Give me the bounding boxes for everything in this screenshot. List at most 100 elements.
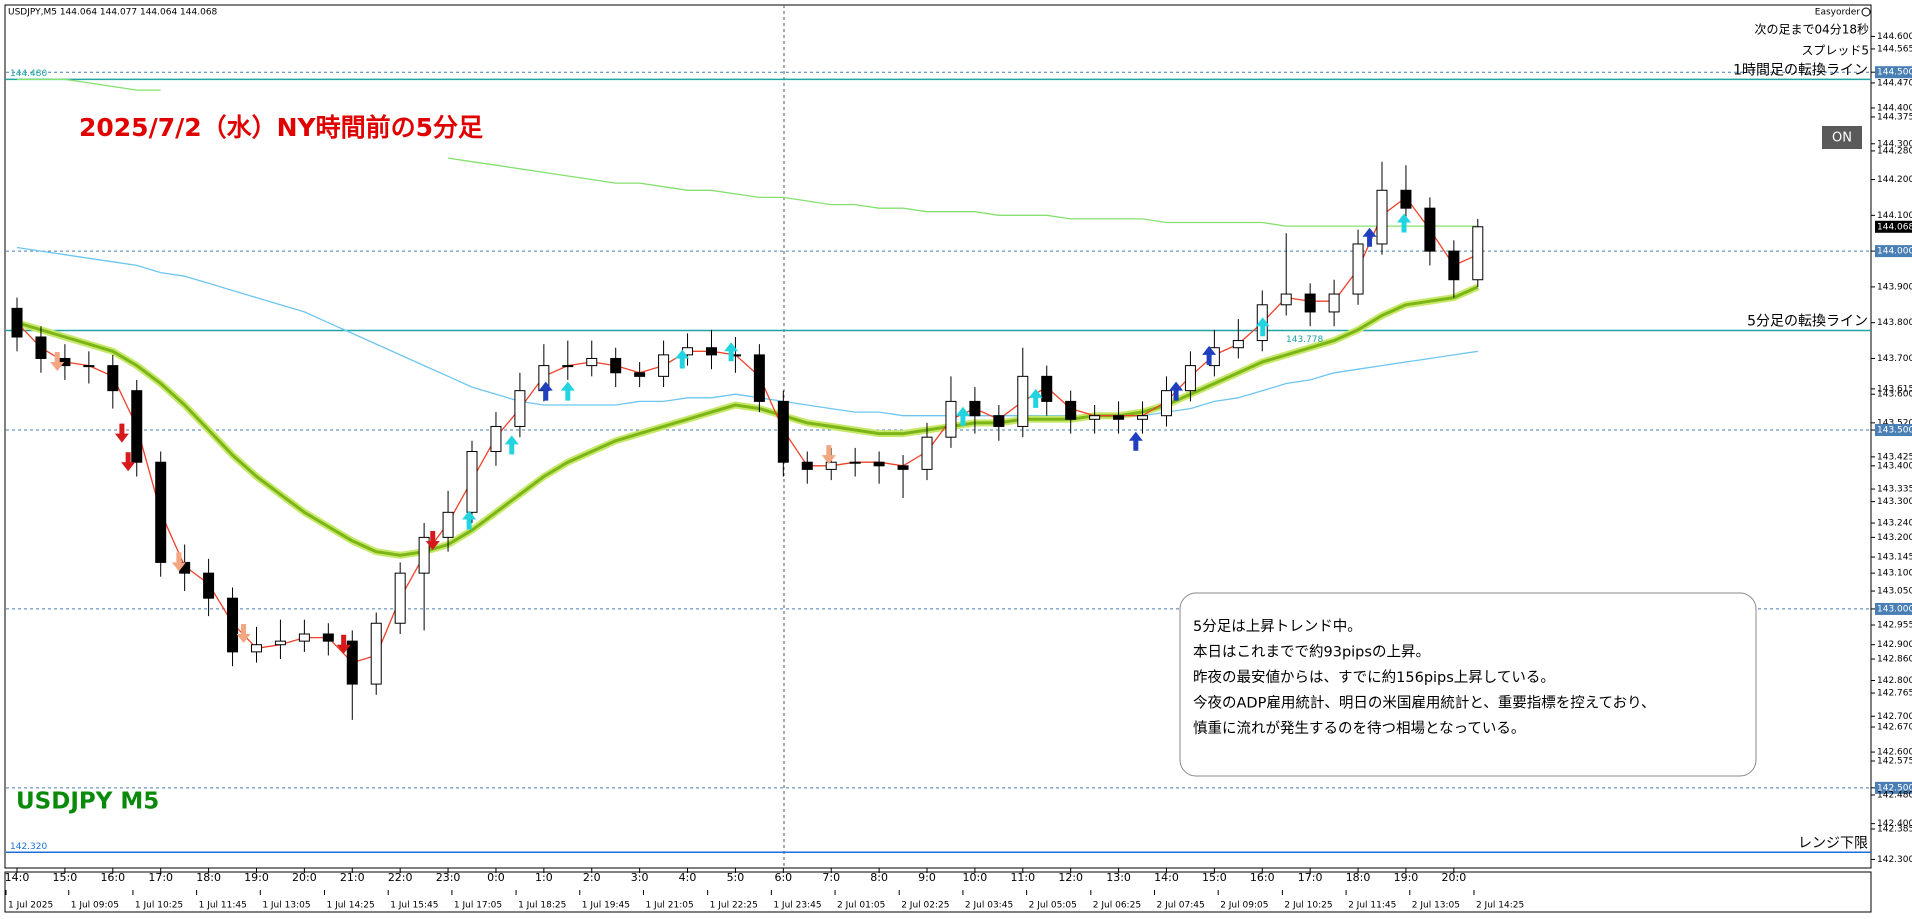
spread: スプレッド5 xyxy=(1801,44,1869,58)
annotation-line: 今夜のADP雇用統計、明日の米国雇用統計と、重要指標を控えており、 xyxy=(1193,695,1656,712)
signal-arrow xyxy=(955,406,970,426)
level-name: 1時間足の転換ライン xyxy=(1733,62,1868,78)
signal-arrow xyxy=(1397,213,1412,233)
x-tick-label: 4:0 xyxy=(679,871,697,884)
x-tick-label: 15:0 xyxy=(53,871,78,884)
candle-body xyxy=(1352,243,1364,295)
y-tick-label: 144.200 xyxy=(1877,175,1912,185)
ea-icon xyxy=(1861,7,1871,17)
x-tick-label: 0:0 xyxy=(487,871,505,884)
y-tick-label: 142.575 xyxy=(1877,757,1912,767)
signal-arrow xyxy=(1128,431,1143,451)
candle-body xyxy=(921,436,933,470)
candle-body xyxy=(1137,415,1149,420)
time-axis-frame xyxy=(4,871,1872,913)
x-tick-secondary-label: 1 Jul 21:05 xyxy=(645,901,693,911)
x-tick-secondary-label: 2 Jul 11:45 xyxy=(1348,901,1396,911)
candle-body xyxy=(849,461,861,464)
x-tick-secondary-label: 2 Jul 03:45 xyxy=(965,901,1013,911)
current-price-label: 144.068 xyxy=(1877,222,1912,232)
y-tick-label: 143.500 xyxy=(1877,426,1912,436)
x-tick-label: 17:0 xyxy=(1298,871,1323,884)
x-tick-label: 14:0 xyxy=(1154,871,1179,884)
x-tick-secondary-label: 2 Jul 07:45 xyxy=(1157,901,1205,911)
level-value-label: 144.480 xyxy=(10,69,47,79)
x-tick-secondary-label: 2 Jul 14:25 xyxy=(1476,901,1524,911)
signal-arrow xyxy=(425,530,440,550)
signal-arrow xyxy=(1362,227,1377,247)
top-layer: 144.600144.565144.500144.470144.400144.3… xyxy=(5,32,1912,911)
symbol-info: USDJPY,M5 144.064 144.077 144.064 144.06… xyxy=(8,8,218,18)
candle-body xyxy=(1017,375,1029,427)
y-tick-label: 142.500 xyxy=(1877,783,1912,793)
candle-body xyxy=(1304,293,1316,313)
y-tick-label: 143.240 xyxy=(1877,519,1912,529)
x-tick-label: 10:0 xyxy=(963,871,988,884)
candle-body xyxy=(1472,226,1484,281)
x-tick-secondary-label: 1 Jul 15:45 xyxy=(390,901,438,911)
x-tick-label: 9:0 xyxy=(918,871,936,884)
y-tick-label: 144.500 xyxy=(1877,68,1912,78)
y-tick-label: 143.400 xyxy=(1877,461,1912,471)
x-tick-secondary-label: 1 Jul 13:05 xyxy=(262,901,310,911)
candle-body xyxy=(1160,390,1172,417)
x-tick-label: 22:0 xyxy=(388,871,413,884)
annotation-line: 慎重に流れが発生するのを待つ相場となっている。 xyxy=(1193,720,1525,737)
x-tick-secondary-label: 1 Jul 2025 xyxy=(8,901,53,911)
y-tick-label: 142.765 xyxy=(1877,689,1912,699)
y-tick-label: 144.565 xyxy=(1877,44,1912,54)
signal-arrow xyxy=(171,552,186,572)
y-tick-label: 143.520 xyxy=(1877,418,1912,428)
candle-body xyxy=(514,390,526,427)
candle-body xyxy=(274,640,286,646)
chart-title: 2025/7/2（水）NY時間前の5分足 xyxy=(79,113,483,142)
x-tick-label: 2:0 xyxy=(583,871,601,884)
y-tick-label: 142.860 xyxy=(1877,655,1912,665)
y-tick-label: 144.300 xyxy=(1877,139,1912,149)
y-tick-label: 142.670 xyxy=(1877,723,1912,733)
candle-body xyxy=(705,347,717,356)
on-button[interactable] xyxy=(1822,126,1862,149)
y-tick-label: 144.280 xyxy=(1877,146,1912,156)
on-button-label[interactable]: ON xyxy=(1832,131,1852,146)
candle-body xyxy=(203,572,215,599)
candle-body xyxy=(1113,415,1125,420)
y-tick-label: 143.800 xyxy=(1877,318,1912,328)
candle-body xyxy=(490,425,502,452)
candle-body xyxy=(1328,293,1340,313)
x-tick-secondary-label: 1 Jul 10:25 xyxy=(135,901,183,911)
candle-body xyxy=(83,365,95,368)
plot-frame xyxy=(4,4,1872,869)
current-price-box xyxy=(1875,220,1912,233)
candle-body xyxy=(777,400,789,463)
signal-arrow xyxy=(1202,345,1217,365)
countdown: 次の足まで04分18秒 xyxy=(1754,23,1869,37)
level-name: レンジ下限 xyxy=(1798,835,1868,851)
signal-arrow xyxy=(121,452,136,472)
y-tick-label: 144.375 xyxy=(1877,112,1912,122)
y-tick-label: 143.425 xyxy=(1877,452,1912,462)
candle-body xyxy=(227,597,239,653)
y-tick-label: 144.400 xyxy=(1877,103,1912,113)
candle-body xyxy=(298,633,310,642)
candle-body xyxy=(155,461,167,563)
x-tick-label: 6:0 xyxy=(774,871,792,884)
candle-body xyxy=(1184,365,1196,392)
y-tick-highlight xyxy=(1875,781,1912,794)
candle-body xyxy=(1280,293,1292,306)
y-tick-label: 143.600 xyxy=(1877,390,1912,400)
signal-arrow xyxy=(504,435,519,455)
signal-arrow xyxy=(1169,381,1184,401)
candle-body xyxy=(131,390,143,463)
candle-body xyxy=(825,461,837,470)
candle-body xyxy=(1400,189,1412,209)
candle-body xyxy=(370,622,382,685)
candle-body xyxy=(993,415,1005,427)
x-tick-label: 23:0 xyxy=(436,871,461,884)
x-tick-label: 8:0 xyxy=(870,871,888,884)
signal-arrow xyxy=(724,342,739,362)
candle-body xyxy=(1065,400,1077,420)
y-tick-label: 143.615 xyxy=(1877,384,1912,394)
x-tick-label: 13:0 xyxy=(1106,871,1131,884)
candle-body xyxy=(1089,415,1101,420)
